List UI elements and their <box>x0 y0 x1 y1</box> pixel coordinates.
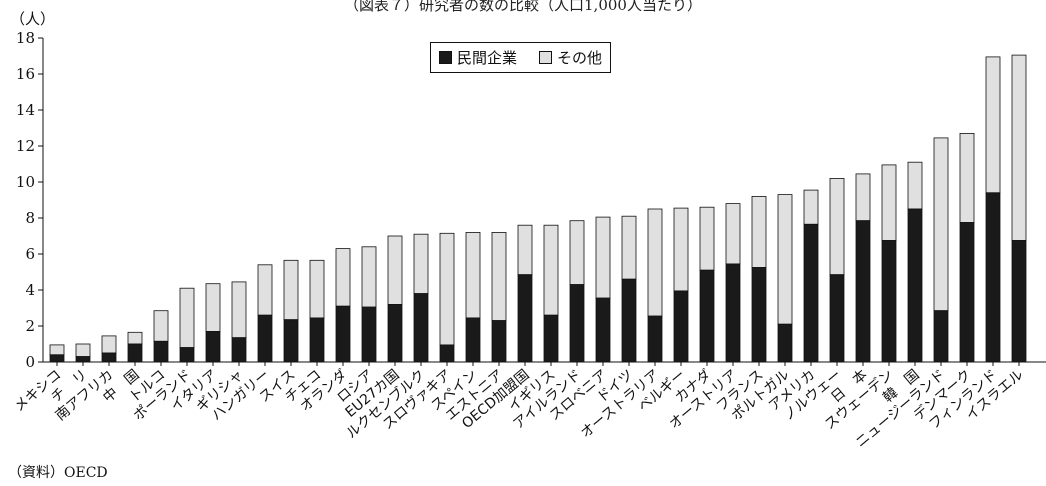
bar-other <box>335 248 351 307</box>
bar-private <box>153 340 169 363</box>
bar-other <box>803 189 819 225</box>
bar-other <box>855 173 871 222</box>
y-tick-label: 10 <box>16 173 35 191</box>
bar-private <box>335 305 351 363</box>
y-tick-label: 12 <box>16 137 35 155</box>
bar-private <box>725 263 741 363</box>
bar-private <box>413 293 429 363</box>
bar-private <box>621 278 637 363</box>
bar-private <box>803 223 819 363</box>
bar-other <box>413 233 429 294</box>
y-tick-label: 6 <box>25 245 35 263</box>
bar-private <box>465 317 481 363</box>
bar-private <box>101 352 117 363</box>
bar-other <box>985 56 1001 194</box>
bar-other <box>439 232 455 346</box>
bar-private <box>49 354 65 363</box>
bar-other <box>777 194 793 325</box>
y-tick-label: 0 <box>25 353 35 371</box>
bar-private <box>751 267 767 363</box>
legend-swatch-other <box>539 51 553 64</box>
bar-other <box>179 287 195 349</box>
bar-private <box>491 320 507 363</box>
bar-other <box>543 224 559 316</box>
bar-private <box>283 319 299 363</box>
bar-other <box>517 224 533 276</box>
bar-other <box>231 281 247 339</box>
bar-private <box>309 317 325 363</box>
bar-private <box>179 347 195 363</box>
bar-other <box>829 177 845 276</box>
y-tick-label: 2 <box>25 317 35 335</box>
bar-private <box>855 220 871 363</box>
y-axis-unit-label: （人） <box>10 10 56 28</box>
bar-private <box>881 240 897 363</box>
bar-private <box>231 337 247 363</box>
bar-other <box>647 208 663 317</box>
legend-label-private: 民間企業 <box>457 49 518 67</box>
legend-label-other: その他 <box>557 49 603 67</box>
bar-private <box>933 310 949 363</box>
bar-private <box>387 303 403 363</box>
y-tick-label: 16 <box>16 65 35 83</box>
bar-private <box>673 290 689 363</box>
bar-private <box>75 356 91 363</box>
bar-other <box>673 207 689 292</box>
bar-private <box>907 208 923 363</box>
bar-other <box>205 283 221 332</box>
bar-other <box>881 164 897 241</box>
y-tick-label: 8 <box>25 209 35 227</box>
chart-title: （図表７）研究者の数の比較（人口1,000人当たり） <box>344 0 702 14</box>
bar-private <box>439 344 455 363</box>
bar-other <box>491 231 507 321</box>
bar-private <box>699 269 715 363</box>
bar-private <box>517 274 533 363</box>
bar-other <box>465 231 481 319</box>
bar-other <box>75 343 91 358</box>
bar-other <box>699 206 715 271</box>
bar-other <box>621 215 637 280</box>
bar-private <box>127 343 143 363</box>
bar-other <box>309 259 325 319</box>
bar-other <box>907 161 923 210</box>
bar-private <box>543 314 559 363</box>
bar-other <box>153 310 169 342</box>
y-tick-label: 18 <box>16 29 35 47</box>
y-tick-label: 4 <box>25 281 35 299</box>
bar-other <box>569 220 585 285</box>
bar-private <box>985 192 1001 363</box>
bar-other <box>387 235 403 305</box>
bar-other <box>595 216 611 299</box>
legend-swatch-private <box>439 51 452 64</box>
bar-other <box>49 344 65 356</box>
bar-private <box>959 222 975 363</box>
bar-other <box>257 264 273 316</box>
bar-private <box>777 323 793 363</box>
bar-private <box>205 330 221 363</box>
source-note: （資料）OECD <box>8 465 108 481</box>
bar-other <box>959 132 975 223</box>
bar-other <box>101 335 117 354</box>
bar-other <box>127 331 143 345</box>
bar-other <box>933 137 949 312</box>
bar-other <box>751 195 767 268</box>
bar-private <box>595 297 611 363</box>
bar-private <box>829 274 845 363</box>
legend: 民間企業 その他 <box>430 42 612 73</box>
bar-private <box>647 315 663 363</box>
bar-private <box>257 314 273 363</box>
bar-other <box>1011 54 1027 241</box>
bar-private <box>361 306 377 363</box>
bar-other <box>283 259 299 321</box>
y-tick-label: 14 <box>16 101 35 119</box>
bar-private <box>569 284 585 363</box>
bar-other <box>361 246 377 308</box>
bar-other <box>725 203 741 265</box>
bar-private <box>1011 240 1027 363</box>
